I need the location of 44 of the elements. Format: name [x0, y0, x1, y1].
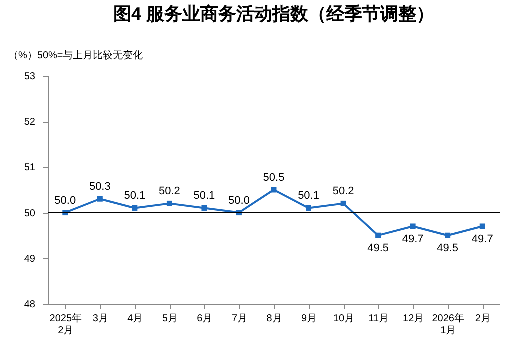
data-label: 49.7	[402, 233, 424, 246]
point	[132, 206, 138, 211]
x-tick-label: 10月	[333, 314, 355, 324]
x-tick-label: 2月	[475, 314, 491, 324]
data-label: 50.2	[158, 186, 180, 198]
y-tick-label: 48	[24, 300, 36, 310]
x-tick-label: 8月	[266, 314, 282, 324]
x-tick-label: 7月	[232, 314, 248, 324]
point	[97, 196, 103, 202]
x-tick-label: 11月	[368, 314, 390, 324]
x-tick-label: 2026年 1月	[432, 312, 464, 336]
point	[166, 200, 172, 206]
x-tick-label: 5月	[162, 314, 178, 324]
x-tick-label: 3月	[92, 314, 108, 324]
data-label: 50.2	[332, 186, 354, 198]
x-tick-label: 4月	[128, 314, 144, 324]
data-label: 50.0	[228, 194, 250, 207]
point	[202, 206, 208, 211]
data-label: 49.5	[437, 242, 459, 255]
point	[445, 232, 451, 238]
y-tick-label: 52	[24, 117, 36, 128]
y-axis-title: （%）50%=与上月比较无变化	[8, 50, 144, 62]
y-tick-label: 53	[24, 72, 36, 82]
data-label: 49.7	[472, 233, 494, 246]
point	[410, 224, 416, 230]
point	[306, 206, 312, 211]
data-label: 50.5	[263, 172, 285, 184]
x-tick-label: 12月	[403, 314, 424, 324]
point	[340, 200, 346, 206]
data-label: 50.1	[194, 190, 216, 202]
data-label: 50.3	[89, 181, 111, 194]
x-tick-label: 2025年 2月	[50, 312, 82, 336]
data-label: 50.1	[298, 190, 320, 202]
y-tick-label: 49	[24, 254, 36, 265]
point	[376, 232, 382, 238]
point	[480, 224, 486, 230]
data-label: 50.0	[54, 194, 76, 207]
data-label: 50.1	[124, 190, 146, 202]
y-tick-label: 50	[24, 208, 36, 220]
chart-title: 图4 服务业商务活动指数（经季节调整）	[113, 4, 435, 24]
x-tick-label: 6月	[197, 314, 213, 324]
data-label: 49.5	[368, 242, 390, 255]
y-tick-label: 51	[24, 162, 36, 174]
x-tick-label: 9月	[301, 314, 318, 324]
